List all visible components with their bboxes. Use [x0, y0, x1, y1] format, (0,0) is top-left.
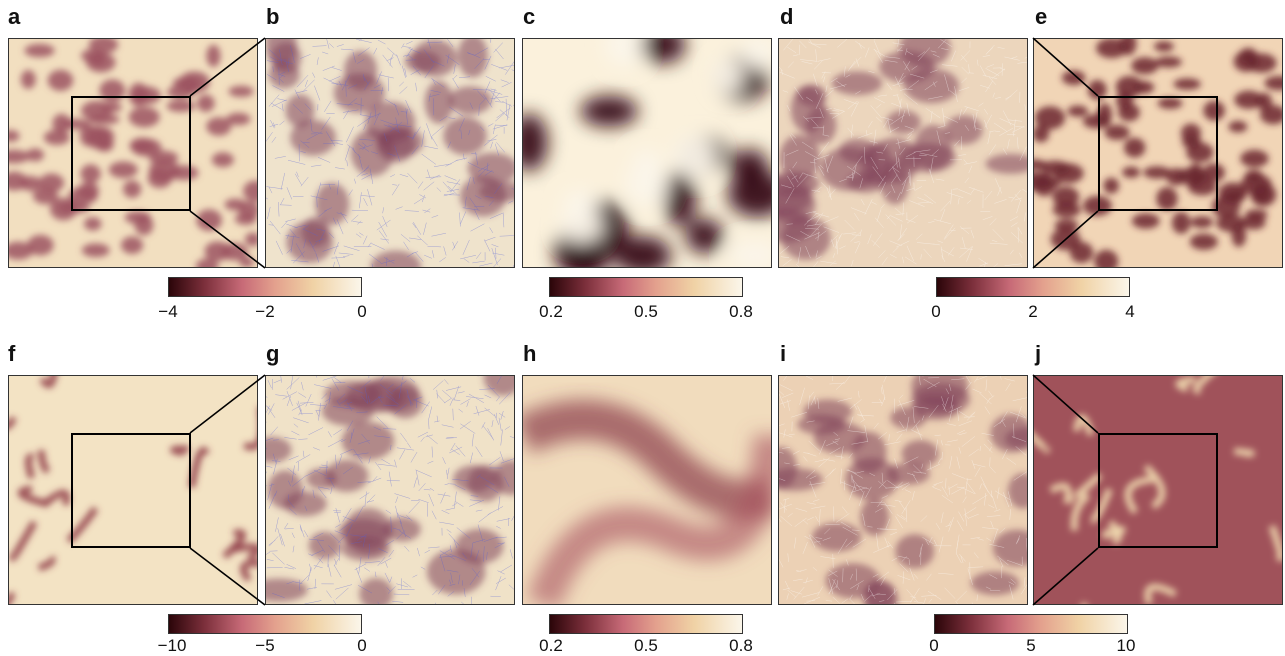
- panel-label-c: c: [523, 4, 536, 29]
- colorbar-4-tick-0: −10: [157, 636, 187, 655]
- colorbar-4-tick-2: 0: [357, 636, 367, 655]
- colorbar-6-tick-1: 5: [1026, 636, 1036, 655]
- panel-label-j: j: [1035, 341, 1042, 366]
- colorbar-5-tick-1: 0.5: [634, 636, 658, 655]
- colorbar-6-tick-0: 0: [929, 636, 939, 655]
- colorbar-2: [549, 277, 743, 297]
- colorbar-1-tick-1: −2: [255, 302, 275, 321]
- panel-i-image: [778, 375, 1028, 605]
- panel-h-image: [522, 375, 772, 605]
- colorbar-1-tick-2: 0: [357, 302, 367, 321]
- panel-label-e: e: [1035, 4, 1048, 29]
- colorbar-2-tick-2: 0.8: [729, 302, 753, 321]
- colorbar-1-tick-0: −4: [158, 302, 178, 321]
- colorbar-6-tick-2: 10: [1116, 636, 1136, 655]
- colorbar-5-tick-0: 0.2: [539, 636, 563, 655]
- panel-g-image: [265, 375, 515, 605]
- panel-d-image: [778, 38, 1028, 268]
- panel-label-f: f: [8, 341, 16, 366]
- colorbar-4: [168, 614, 362, 634]
- colorbar-3-tick-0: 0: [931, 302, 941, 321]
- panel-label-a: a: [8, 4, 21, 29]
- zoom-box-f: [71, 433, 191, 548]
- panel-label-g: g: [266, 341, 280, 366]
- colorbar-4-tick-1: −5: [255, 636, 275, 655]
- colorbar-5: [549, 614, 743, 634]
- colorbar-3-tick-1: 2: [1028, 302, 1038, 321]
- colorbar-1: [168, 277, 362, 297]
- panel-label-d: d: [780, 4, 794, 29]
- zoom-box-a: [71, 96, 191, 211]
- colorbar-3: [936, 277, 1130, 297]
- panel-b-image: [265, 38, 515, 268]
- zoom-box-e: [1098, 96, 1218, 211]
- zoom-box-j: [1098, 433, 1218, 548]
- panel-label-h: h: [523, 341, 537, 366]
- panel-label-b: b: [266, 4, 280, 29]
- panel-c-image: [522, 38, 772, 268]
- colorbar-3-tick-2: 4: [1125, 302, 1135, 321]
- panel-label-i: i: [780, 341, 787, 366]
- colorbar-6: [934, 614, 1128, 634]
- colorbar-2-tick-1: 0.5: [634, 302, 658, 321]
- colorbar-2-tick-0: 0.2: [539, 302, 563, 321]
- colorbar-5-tick-2: 0.8: [729, 636, 753, 655]
